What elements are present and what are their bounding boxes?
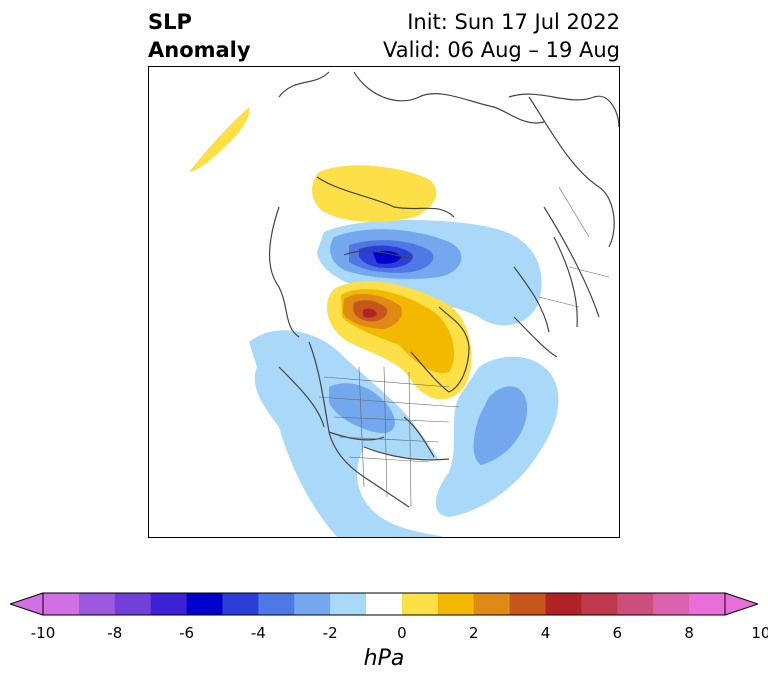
- colorbar: [10, 592, 758, 616]
- title-left: SLP Anomaly: [148, 8, 251, 64]
- colorbar-tick-label: -8: [107, 624, 123, 642]
- colorbar-tick-label: -10: [30, 624, 56, 642]
- map-canvas: [149, 67, 619, 537]
- colorbar-unit-label: hPa: [363, 646, 405, 671]
- colorbar-tick-label: 8: [684, 624, 694, 642]
- valid-range: Valid: 06 Aug – 19 Aug: [382, 38, 620, 62]
- colorbar-tick-labels: -10 -8 -6 -4 -2 0 2 4 6 8 10: [0, 624, 768, 644]
- colorbar-segment: [581, 593, 618, 615]
- colorbar-segment: [150, 593, 188, 615]
- colorbar-segment: [114, 593, 152, 615]
- colorbar-tick-label: 0: [397, 624, 407, 642]
- colorbar-segment: [617, 593, 654, 615]
- title-type: Anomaly: [148, 38, 251, 62]
- slp-anomaly-map: [148, 66, 620, 538]
- colorbar-segment: [545, 593, 582, 615]
- colorbar-segment: [186, 593, 223, 615]
- colorbar-extend-low: [10, 592, 44, 616]
- title-right: Init: Sun 17 Jul 2022 Valid: 06 Aug – 19…: [383, 8, 620, 64]
- colorbar-segment: [294, 593, 331, 615]
- colorbar-tick-label: 2: [468, 624, 479, 642]
- colorbar-segment: [653, 593, 690, 615]
- colorbar-segment: [473, 593, 511, 615]
- title-variable: SLP: [148, 10, 192, 34]
- colorbar-segment: [78, 593, 116, 615]
- colorbar-segment: [366, 593, 403, 615]
- colorbar-tick-label: 10: [751, 624, 768, 642]
- country-borders: [318, 186, 610, 508]
- colorbar-tick-label: -2: [322, 624, 338, 642]
- colorbar-segment: [330, 593, 367, 615]
- colorbar-segment: [43, 593, 80, 615]
- colorbar-tick-label: 6: [612, 624, 623, 642]
- colorbar-tick-label: -6: [179, 624, 195, 642]
- colorbar-segment: [689, 593, 726, 615]
- init-date: Init: Sun 17 Jul 2022: [407, 10, 620, 34]
- colorbar-extend-high: [724, 592, 758, 616]
- colorbar-tick-label: -4: [250, 624, 266, 642]
- colorbar-segment: [258, 593, 295, 615]
- colorbar-tick-label: 4: [540, 624, 551, 642]
- colorbar-segment: [509, 593, 547, 615]
- colorbar-segment: [437, 593, 475, 615]
- colorbar-segment: [222, 593, 259, 615]
- colorbar-segment: [401, 593, 439, 615]
- positive-anomaly-fill: [189, 107, 472, 400]
- coastlines: [269, 71, 619, 508]
